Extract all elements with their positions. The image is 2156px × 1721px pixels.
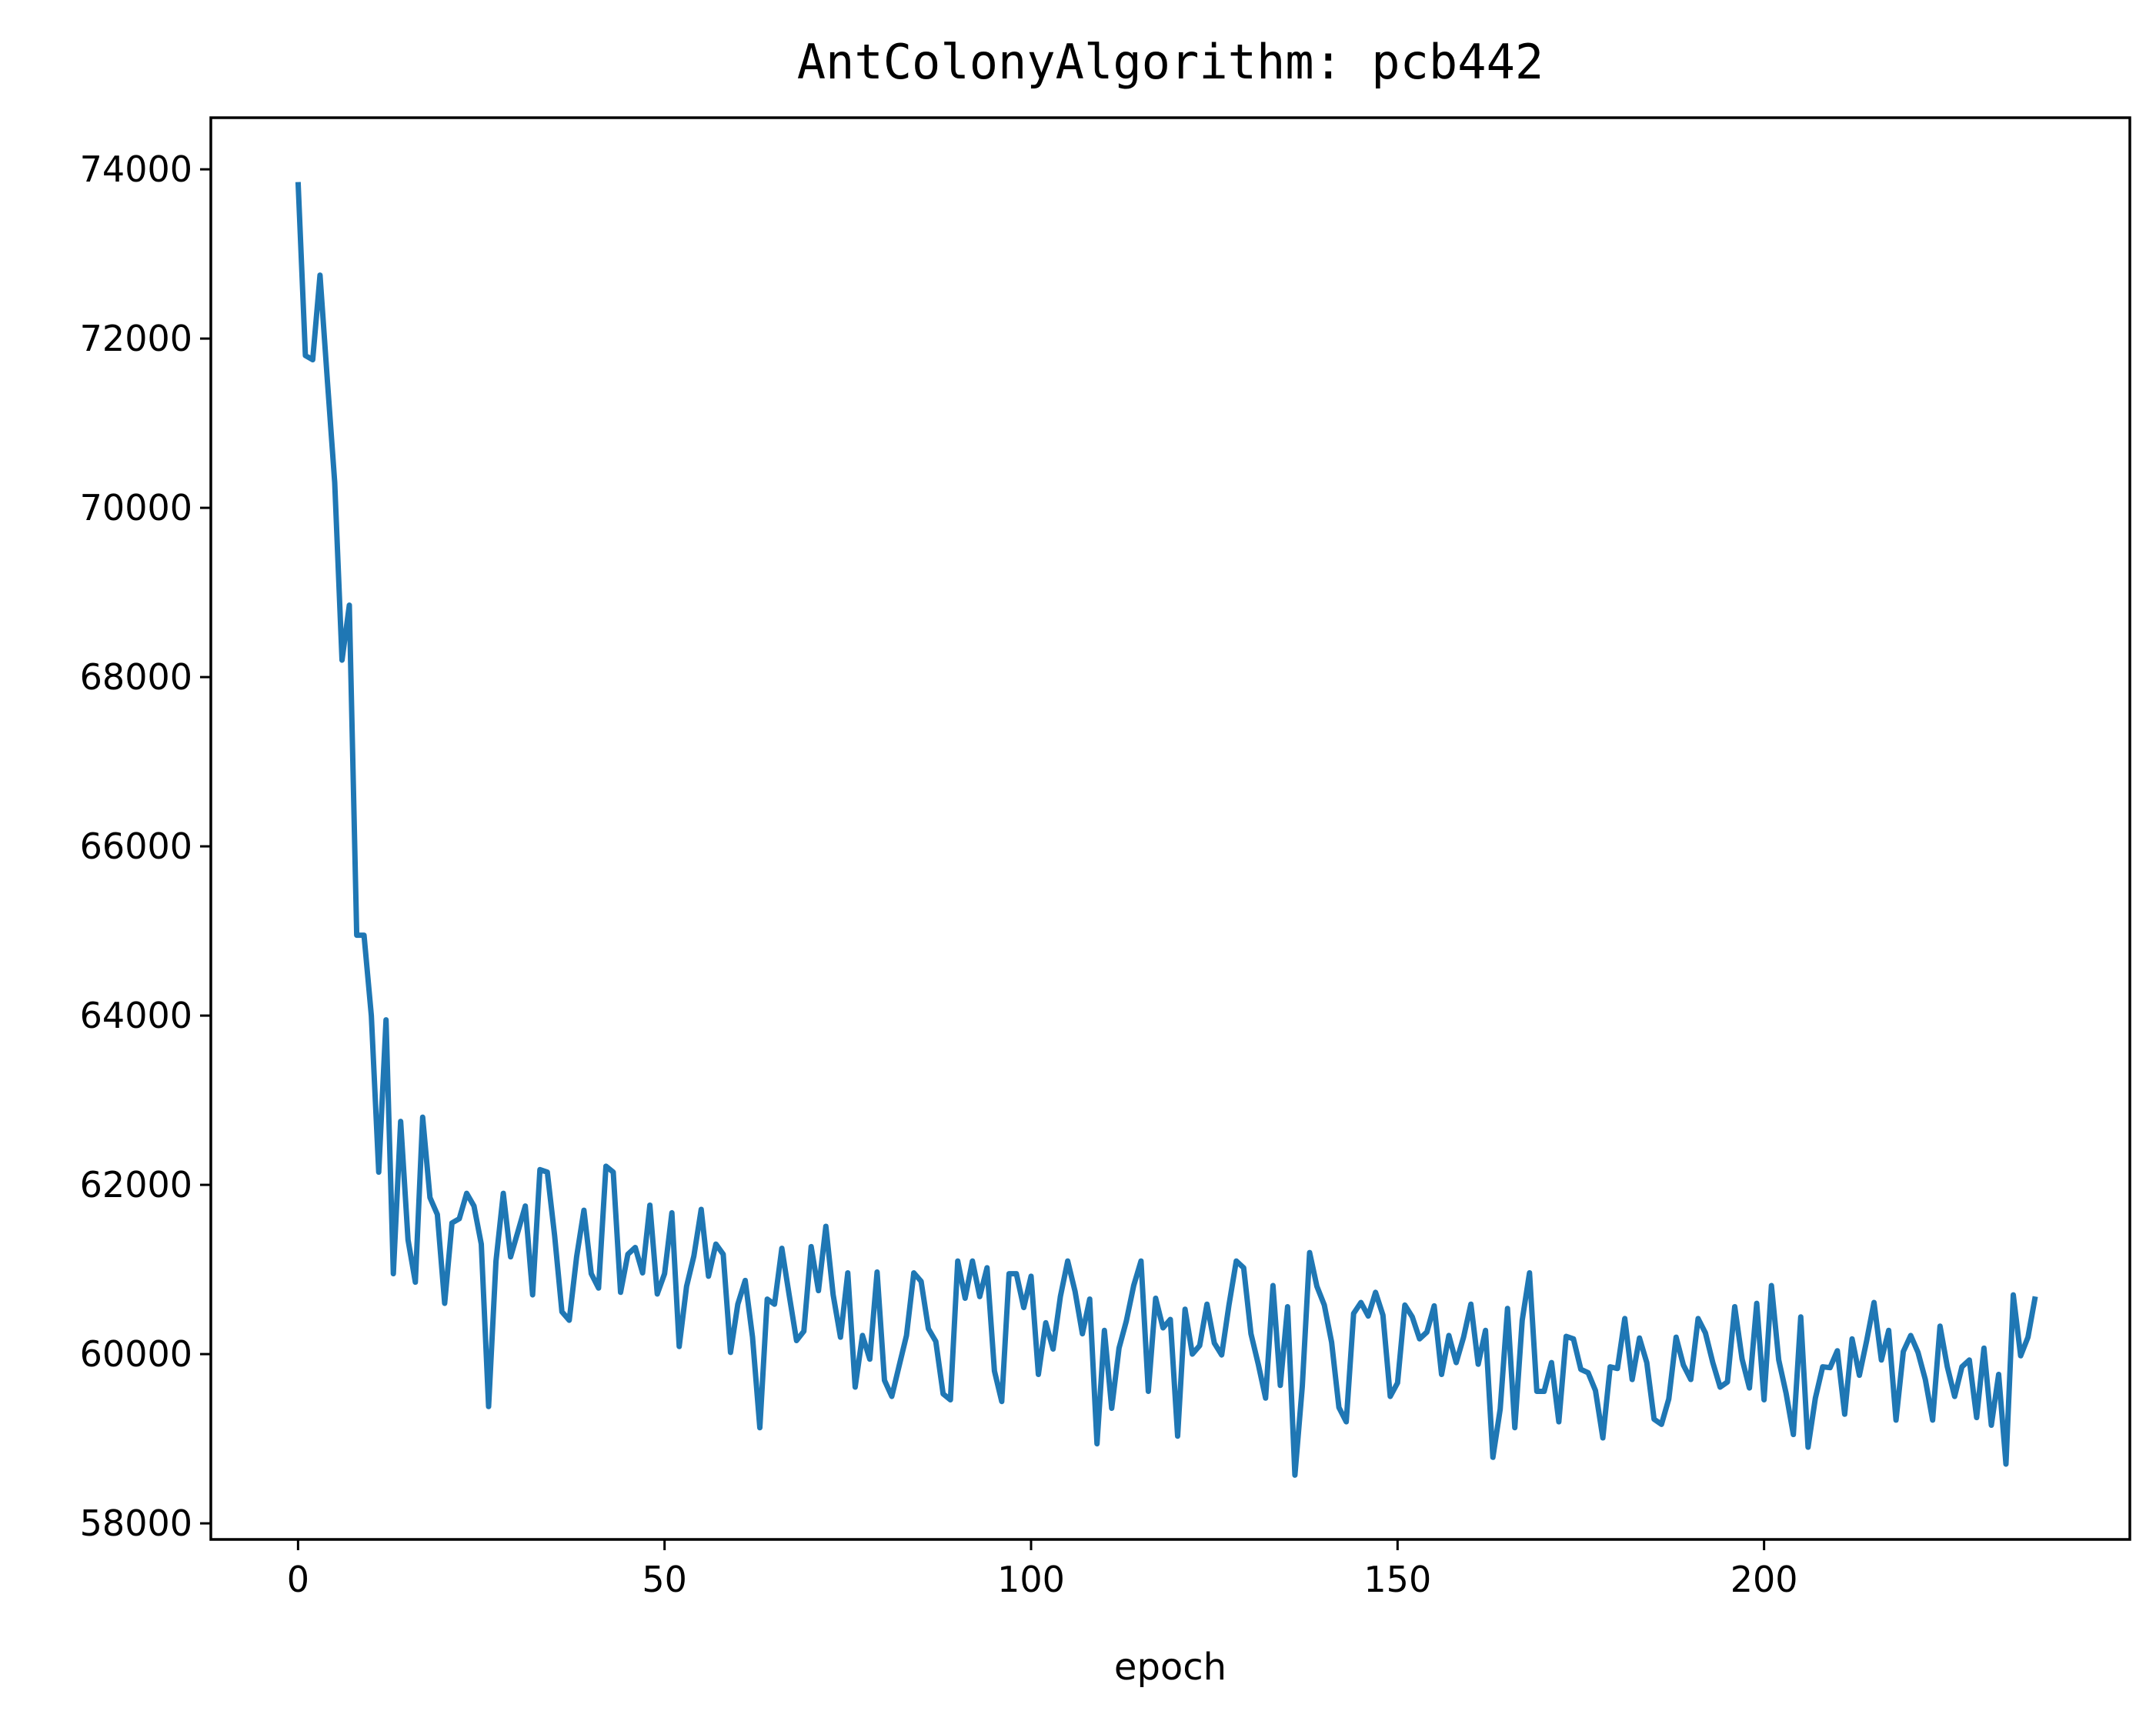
y-tick-label: 62000 — [80, 1164, 192, 1206]
x-axis: 0 50 100 150 200 — [287, 1539, 1798, 1600]
x-tick-label: 200 — [1730, 1559, 1798, 1600]
y-axis: 58000 60000 62000 64000 66000 68000 70000 72000… — [80, 148, 211, 1544]
series-line — [295, 182, 2038, 1478]
y-tick-label: 66000 — [80, 825, 192, 867]
y-tick-label: 70000 — [80, 487, 192, 529]
x-tick-label: 100 — [997, 1559, 1065, 1600]
y-tick-label: 68000 — [80, 656, 192, 698]
y-tick-label: 58000 — [80, 1503, 192, 1544]
x-tick-label: 150 — [1363, 1559, 1431, 1600]
plot-frame — [209, 116, 2131, 1541]
x-tick-label: 50 — [642, 1559, 687, 1600]
x-axis-label: epoch — [1114, 1646, 1227, 1689]
x-tick-label: 0 — [287, 1559, 309, 1600]
y-tick-label: 72000 — [80, 318, 192, 359]
y-tick-label: 74000 — [80, 148, 192, 190]
y-tick-label: 60000 — [80, 1333, 192, 1375]
chart-title: AntColonyAlgorithm: pcb442 — [797, 34, 1544, 90]
y-tick-label: 64000 — [80, 995, 192, 1036]
series-layer — [295, 182, 2038, 1478]
